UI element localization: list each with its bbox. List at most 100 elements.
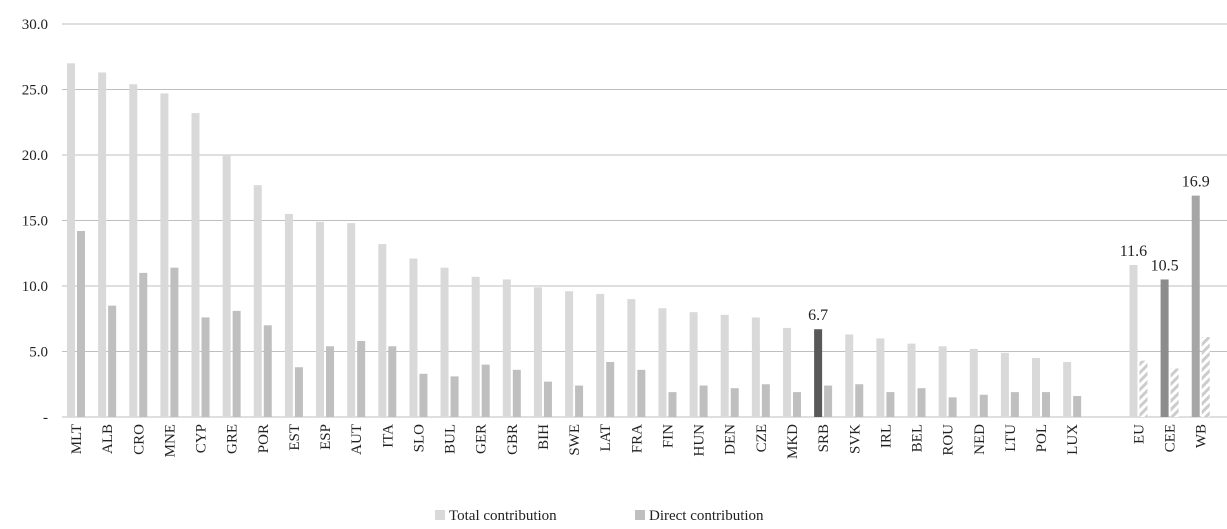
x-tick-label: BIH bbox=[536, 424, 552, 450]
x-tick-label: MLT bbox=[69, 424, 85, 454]
bar-total-aut bbox=[347, 223, 356, 417]
x-tick-label: SWE bbox=[567, 424, 583, 456]
bar-total-cro bbox=[129, 84, 138, 417]
bar-total-est bbox=[284, 213, 293, 417]
bar-total-srb bbox=[814, 329, 823, 417]
bar-direct-bel bbox=[917, 388, 926, 417]
y-tick-label: 5.0 bbox=[29, 345, 48, 361]
bar-direct-alb bbox=[108, 305, 117, 417]
data-label-eu: 11.6 bbox=[1120, 243, 1147, 260]
x-tick-label: GRE bbox=[225, 424, 241, 454]
x-tick-label: DEN bbox=[723, 424, 739, 455]
bar-total-mne bbox=[160, 93, 169, 418]
y-tick-label: 15.0 bbox=[22, 214, 48, 230]
bar-total-lat bbox=[596, 293, 605, 417]
bar-direct-ger bbox=[481, 364, 490, 417]
bar-total-mlt bbox=[67, 63, 75, 418]
x-tick-label: GBR bbox=[505, 424, 521, 455]
bar-total-ned bbox=[969, 348, 978, 417]
bar-direct-cee bbox=[1170, 368, 1179, 417]
x-tick-label: ESP bbox=[318, 424, 334, 450]
bar-direct-srb bbox=[824, 385, 833, 417]
y-tick-label: 30.0 bbox=[22, 17, 48, 33]
x-tick-label: LUX bbox=[1065, 424, 1081, 455]
legend-label-direct: Direct contribution bbox=[649, 508, 764, 524]
bar-total-ita bbox=[378, 244, 387, 417]
x-tick-label: CZE bbox=[754, 424, 770, 452]
bar-direct-irl bbox=[886, 392, 895, 417]
bar-direct-bul bbox=[450, 376, 459, 417]
x-axis: MLT ALB CRO MNE CYP GRE POR EST ESP AUT ITA SLO BUL G… bbox=[69, 424, 1210, 459]
bar-total-den bbox=[720, 314, 729, 417]
data-labels: 6.7 11.610.5 16.9 bbox=[808, 174, 1210, 325]
bar-direct-cze bbox=[761, 384, 770, 417]
bar-total-lux bbox=[1063, 361, 1072, 417]
bar-total-hun bbox=[689, 312, 698, 417]
bar-total-ger bbox=[471, 276, 480, 417]
x-tick-label: BUL bbox=[443, 424, 459, 454]
bars bbox=[67, 63, 1210, 418]
y-tick-label: - bbox=[43, 410, 48, 426]
bar-direct-wb bbox=[1201, 337, 1210, 417]
bar-direct-swe bbox=[575, 385, 584, 417]
x-tick-label: ITA bbox=[380, 424, 396, 448]
x-tick-label: SRB bbox=[816, 424, 832, 452]
y-tick-label: 20.0 bbox=[22, 148, 48, 164]
bar-direct-rou bbox=[948, 397, 957, 417]
bar-direct-lux bbox=[1073, 396, 1082, 417]
x-tick-label: FRA bbox=[629, 424, 645, 453]
bar-total-alb bbox=[98, 72, 107, 417]
bar-total-cee bbox=[1160, 279, 1169, 417]
bar-total-fin bbox=[658, 308, 667, 417]
x-tick-label: CRO bbox=[131, 424, 147, 455]
bar-direct-fra bbox=[637, 369, 646, 417]
x-tick-label: BEL bbox=[910, 424, 926, 452]
x-tick-label: ALB bbox=[100, 424, 116, 454]
y-axis: - 5.0 10.0 15.0 20.0 25.0 30.0 bbox=[22, 17, 48, 426]
x-tick-label: EST bbox=[287, 424, 303, 451]
y-tick-label: 25.0 bbox=[22, 83, 48, 99]
bar-total-bih bbox=[533, 287, 542, 417]
bar-total-bel bbox=[907, 343, 916, 417]
bar-total-gbr bbox=[502, 279, 511, 417]
bar-direct-hun bbox=[699, 385, 708, 417]
x-tick-label: POL bbox=[1034, 424, 1050, 452]
y-tick-label: 10.0 bbox=[22, 279, 48, 295]
bar-direct-gre bbox=[232, 310, 241, 417]
bar-direct-eu bbox=[1139, 360, 1148, 417]
bar-direct-ita bbox=[388, 346, 397, 417]
x-tick-label: AUT bbox=[349, 424, 365, 455]
bar-direct-cyp bbox=[201, 317, 210, 417]
bar-direct-cro bbox=[139, 272, 148, 417]
bar-total-cyp bbox=[191, 113, 200, 417]
bar-direct-slo bbox=[419, 373, 428, 417]
x-tick-label: MKD bbox=[785, 424, 801, 459]
bar-total-irl bbox=[876, 338, 885, 417]
bar-total-swe bbox=[565, 291, 574, 417]
bar-direct-den bbox=[730, 388, 739, 417]
bar-total-mkd bbox=[782, 327, 791, 417]
x-tick-label: EU bbox=[1131, 424, 1147, 444]
bar-direct-fin bbox=[668, 392, 677, 417]
x-tick-label: IRL bbox=[878, 424, 894, 448]
bar-total-fra bbox=[627, 299, 636, 417]
bar-total-bul bbox=[440, 267, 449, 417]
x-tick-label: SVK bbox=[847, 424, 863, 454]
bar-direct-por bbox=[263, 325, 272, 417]
legend-label-total: Total contribution bbox=[449, 508, 557, 524]
bar-direct-lat bbox=[606, 361, 615, 417]
bar-direct-ned bbox=[979, 394, 988, 417]
x-tick-label: MNE bbox=[162, 424, 178, 457]
bar-total-svk bbox=[845, 334, 854, 417]
x-tick-label: NED bbox=[972, 424, 988, 455]
legend-swatch-total bbox=[435, 510, 445, 520]
bar-direct-ltu bbox=[1010, 392, 1019, 417]
x-tick-label: LAT bbox=[598, 424, 614, 452]
x-tick-label: HUN bbox=[692, 424, 708, 457]
x-tick-label: ROU bbox=[941, 424, 957, 456]
bar-total-rou bbox=[938, 346, 947, 417]
data-label-cee: 10.5 bbox=[1151, 257, 1179, 274]
bar-direct-est bbox=[294, 367, 303, 417]
bar-total-ltu bbox=[1000, 352, 1009, 417]
bar-direct-svk bbox=[855, 384, 864, 417]
